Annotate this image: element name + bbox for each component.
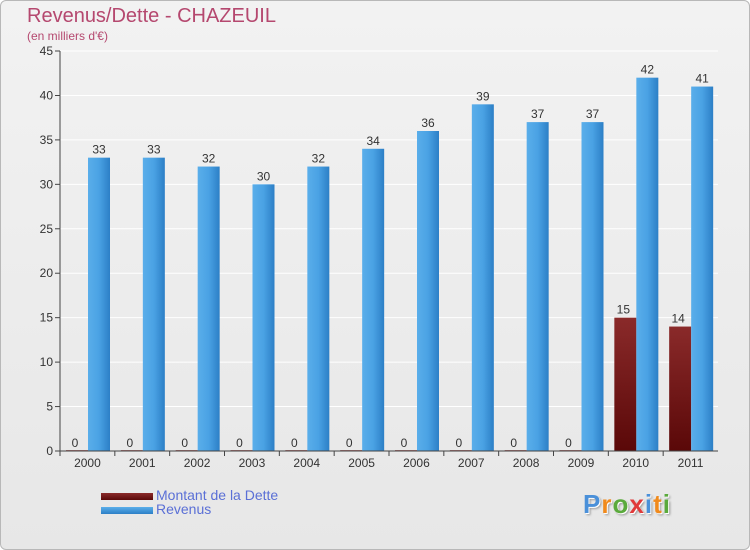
label-dette-2003: 0 [236, 436, 243, 450]
label-revenus-2009: 37 [586, 107, 600, 121]
grid-lines [60, 50, 718, 452]
label-revenus-2000: 33 [92, 143, 106, 157]
bars [66, 77, 714, 452]
label-dette-2005: 0 [346, 436, 353, 450]
x-tick-label-2007: 2007 [458, 456, 485, 470]
logo-letter-3: x [629, 489, 645, 519]
chart-title: Revenus/Dette - CHAZEUIL [27, 5, 276, 27]
bar-revenus-2002 [197, 166, 220, 452]
label-dette-2007: 0 [455, 436, 462, 450]
label-revenus-2005: 34 [366, 134, 380, 148]
x-tick-label-2004: 2004 [293, 456, 320, 470]
x-tick-label-2008: 2008 [513, 456, 540, 470]
label-dette-2004: 0 [291, 436, 298, 450]
logo-letter-5: t [653, 489, 663, 519]
x-axis: 2000 2001 2002 2003 2004 2005 2006 2007 2008 2009… [59, 450, 718, 470]
y-tick-label-30: 30 [40, 177, 54, 191]
label-dette-2011: 14 [671, 312, 685, 326]
legend-swatch-revenus [101, 507, 153, 514]
proxiti-logo: Proxiti [583, 489, 671, 520]
y-tick-label-15: 15 [40, 311, 54, 325]
y-tick-label-45: 45 [40, 44, 54, 58]
legend-swatch-dette [101, 493, 153, 500]
y-tick-label-10: 10 [40, 355, 54, 369]
label-revenus-2011: 41 [695, 72, 709, 86]
bar-revenus-2011 [691, 86, 714, 452]
bar-revenus-2005 [362, 148, 385, 451]
x-tick-label-2005: 2005 [348, 456, 375, 470]
label-revenus-2007: 39 [476, 89, 490, 103]
y-tick-label-5: 5 [46, 400, 53, 414]
label-dette-2001: 0 [126, 436, 133, 450]
label-dette-2002: 0 [181, 436, 188, 450]
bar-revenus-2001 [142, 157, 165, 451]
logo-letter-2: o [612, 489, 630, 519]
logo-letter-4: i [644, 489, 654, 519]
data-labels: 0 33 0 33 0 32 0 30 0 32 0 34 0 36 0 39 0 37 0 37 15 42 14 41 [72, 63, 710, 450]
x-tick-label-2011: 2011 [678, 456, 704, 470]
bar-revenus-2007 [471, 104, 494, 451]
chart-subtitle: (en milliers d'€) [27, 29, 108, 43]
bar-revenus-2000 [88, 157, 110, 451]
y-tick-label-40: 40 [40, 88, 54, 102]
label-dette-2009: 0 [565, 436, 572, 450]
y-tick-label-35: 35 [40, 133, 54, 147]
x-tick-label-2010: 2010 [622, 456, 649, 470]
bar-revenus-2006 [417, 131, 439, 451]
label-dette-2000: 0 [72, 436, 79, 450]
y-tick-label-0: 0 [46, 444, 53, 458]
label-revenus-2002: 32 [202, 152, 216, 166]
x-tick-label-2009: 2009 [568, 456, 595, 470]
label-revenus-2004: 32 [312, 152, 326, 166]
label-dette-2008: 0 [510, 436, 517, 450]
logo-letter-0: P [583, 489, 602, 519]
y-tick-label-25: 25 [40, 222, 54, 236]
label-dette-2010: 15 [617, 303, 631, 317]
label-revenus-2006: 36 [421, 116, 435, 130]
bar-dette-2010 [614, 317, 637, 451]
bar-revenus-2010 [636, 77, 659, 452]
y-axis: 0 5 10 15 20 25 30 35 40 45 [40, 44, 61, 458]
bar-dette-2011 [669, 326, 692, 451]
label-revenus-2008: 37 [531, 107, 545, 121]
y-tick-label-20: 20 [40, 266, 54, 280]
logo-letter-1: r [601, 489, 613, 519]
x-tick-label-2003: 2003 [239, 456, 266, 470]
bar-revenus-2008 [526, 122, 549, 451]
legend-label-revenus: Revenus [156, 501, 212, 517]
logo-letter-6: i [662, 489, 671, 519]
label-revenus-2003: 30 [257, 169, 271, 183]
x-tick-label-2000: 2000 [74, 456, 101, 470]
label-revenus-2001: 33 [147, 143, 161, 157]
bar-revenus-2009 [581, 122, 604, 451]
label-revenus-2010: 42 [641, 63, 655, 77]
label-dette-2006: 0 [401, 436, 408, 450]
bar-revenus-2004 [307, 166, 330, 452]
bar-revenus-2003 [252, 184, 275, 452]
x-tick-label-2002: 2002 [184, 456, 211, 470]
x-tick-label-2001: 2001 [129, 456, 156, 470]
legend-label-dette: Montant de la Dette [156, 487, 279, 503]
x-tick-label-2006: 2006 [403, 456, 430, 470]
